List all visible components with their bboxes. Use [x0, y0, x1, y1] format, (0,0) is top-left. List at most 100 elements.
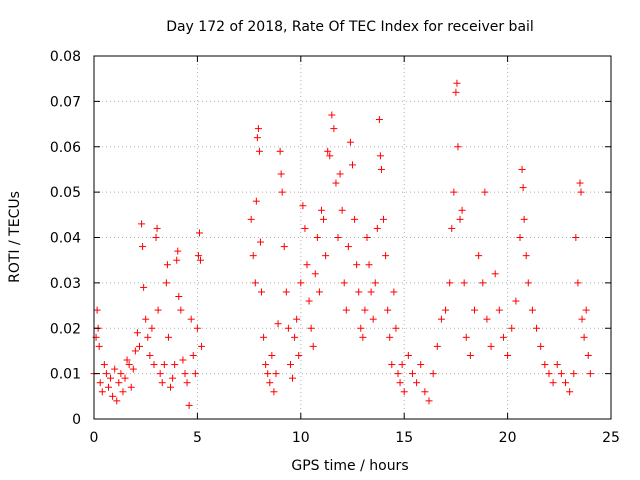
data-point — [528, 306, 536, 314]
data-point — [253, 134, 261, 142]
data-point — [187, 315, 195, 323]
tick-labels: 0 5 10 15 20 25 0 0.01 0.02 0.03 0.04 0.05 0.06 0.07 0… — [50, 49, 620, 446]
data-point — [142, 315, 150, 323]
data-point — [578, 315, 586, 323]
data-point — [404, 351, 412, 359]
data-point — [135, 342, 143, 350]
data-point — [282, 288, 290, 296]
x-tick-label: 10 — [292, 430, 310, 446]
data-point — [121, 374, 129, 382]
data-point — [400, 388, 408, 396]
data-point — [466, 351, 474, 359]
grid — [94, 56, 611, 419]
data-point — [334, 234, 342, 241]
data-point — [512, 297, 520, 305]
data-point — [158, 379, 166, 387]
data-point — [377, 165, 385, 173]
data-point — [396, 379, 404, 387]
data-point — [446, 279, 454, 287]
data-point — [562, 379, 570, 387]
data-point — [154, 306, 162, 314]
data-point — [262, 361, 270, 369]
data-point — [251, 279, 259, 287]
data-point — [311, 270, 319, 278]
data-points — [90, 79, 594, 409]
data-point — [169, 374, 177, 382]
data-point — [504, 351, 512, 359]
data-point — [191, 370, 199, 378]
data-point — [260, 333, 268, 341]
data-point — [355, 288, 363, 296]
data-point — [361, 306, 369, 314]
data-point — [580, 333, 588, 341]
data-point — [342, 306, 350, 314]
data-point — [198, 342, 206, 350]
data-point — [111, 365, 119, 373]
data-point — [150, 361, 158, 369]
data-point — [483, 315, 491, 323]
data-point — [520, 215, 528, 223]
data-point — [189, 351, 197, 359]
data-point — [324, 147, 332, 155]
data-point — [376, 152, 384, 160]
data-point — [156, 370, 164, 378]
data-point — [254, 125, 262, 133]
data-point — [456, 215, 464, 223]
data-point — [138, 220, 146, 228]
data-point — [173, 256, 181, 264]
data-point — [545, 370, 553, 378]
data-point — [164, 333, 172, 341]
data-point — [363, 234, 371, 241]
y-tick-label: 0.05 — [50, 185, 81, 201]
data-point — [127, 383, 135, 391]
y-tick-label: 0.03 — [50, 276, 81, 292]
data-point — [185, 401, 193, 409]
data-point — [167, 383, 175, 391]
data-point — [98, 388, 106, 396]
data-point — [340, 279, 348, 287]
data-point — [146, 351, 154, 359]
data-point — [572, 234, 580, 241]
data-point — [346, 138, 354, 146]
data-point — [557, 370, 565, 378]
data-point — [453, 79, 461, 87]
y-tick-label: 0.01 — [50, 367, 81, 383]
data-point — [437, 315, 445, 323]
data-point — [162, 279, 170, 287]
y-tick-label: 0.07 — [50, 94, 81, 110]
data-point — [293, 315, 301, 323]
data-point — [495, 306, 503, 314]
data-point — [553, 361, 561, 369]
data-point — [388, 361, 396, 369]
data-point — [276, 147, 284, 155]
data-point — [280, 243, 288, 251]
data-point — [491, 270, 499, 278]
data-point — [195, 229, 203, 237]
data-point — [344, 243, 352, 251]
data-point — [117, 370, 125, 378]
data-point — [268, 351, 276, 359]
data-point — [479, 279, 487, 287]
data-point — [303, 261, 311, 269]
data-point — [519, 184, 527, 192]
data-point — [518, 165, 526, 173]
data-point — [380, 215, 388, 223]
data-point — [113, 397, 121, 405]
data-point — [349, 161, 356, 169]
data-point — [252, 197, 260, 205]
data-point — [577, 188, 585, 196]
data-point — [375, 116, 383, 124]
data-point — [481, 188, 489, 196]
data-point — [365, 261, 373, 269]
data-point — [390, 288, 398, 296]
data-point — [295, 351, 303, 359]
data-point — [309, 342, 317, 350]
data-point — [373, 224, 381, 232]
data-point — [193, 324, 201, 332]
data-point — [508, 324, 516, 332]
x-tick-label: 5 — [193, 430, 202, 446]
data-point — [144, 333, 152, 341]
data-point — [454, 143, 462, 151]
